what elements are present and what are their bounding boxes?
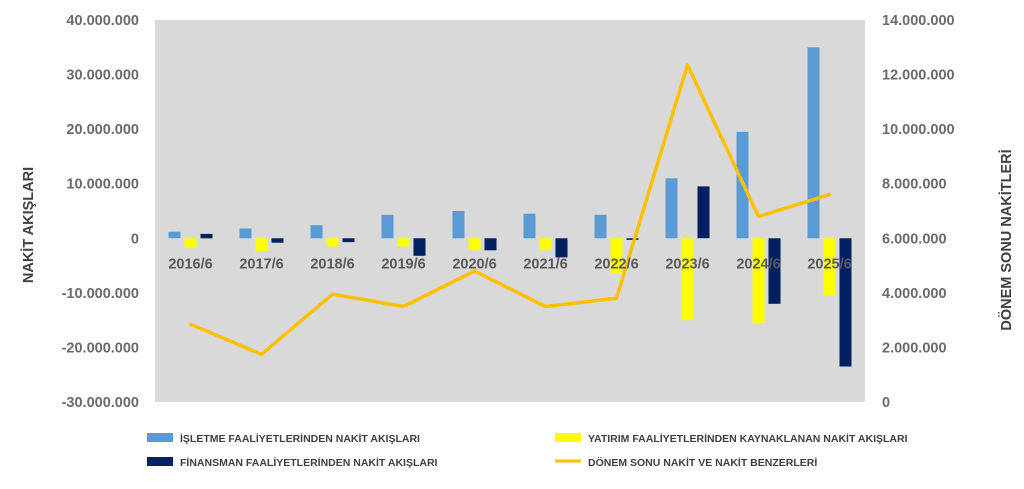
bar-operating-2019-6: [381, 214, 394, 239]
category-label-2018-6: 2018/6: [310, 256, 354, 272]
bar-investing-2025-6: [823, 238, 836, 296]
bar-investing-2018-6: [326, 238, 339, 247]
legend-swatch-financing: [147, 457, 173, 466]
legend-swatch-investing: [555, 433, 581, 442]
bar-investing-2023-6: [681, 238, 694, 321]
bar-operating-2020-6: [452, 211, 465, 239]
bar-financing-2022-6: [626, 238, 639, 240]
bar-investing-2024-6: [752, 238, 765, 323]
bar-financing-2019-6: [413, 238, 426, 256]
bar-operating-2025-6: [807, 47, 820, 239]
bar-financing-2024-6: [768, 238, 781, 304]
bar-operating-2018-6: [310, 225, 323, 239]
bar-financing-2025-6: [839, 238, 852, 367]
category-label-2022-6: 2022/6: [594, 256, 638, 272]
bar-investing-2016-6: [184, 238, 197, 249]
bar-financing-2017-6: [271, 238, 284, 243]
category-label-2016-6: 2016/6: [168, 256, 212, 272]
right-tick-label: 4.000.000: [882, 286, 947, 302]
left-tick-label: -30.000.000: [62, 395, 139, 411]
right-tick-label: 6.000.000: [882, 231, 947, 247]
bar-operating-2022-6: [594, 214, 607, 239]
category-label-2021-6: 2021/6: [523, 256, 567, 272]
left-tick-label: 30.000.000: [66, 68, 139, 84]
left-tick-label: 40.000.000: [66, 13, 139, 29]
right-tick-label: 10.000.000: [882, 122, 955, 138]
point-period-end-2023-6: [686, 63, 689, 67]
point-period-end-2022-6: [615, 296, 618, 300]
left-tick-label: 10.000.000: [66, 177, 139, 193]
point-period-end-2021-6: [544, 305, 547, 308]
left-tick-label: -10.000.000: [62, 286, 139, 302]
plot-area: [155, 20, 865, 402]
right-tick-label: 8.000.000: [882, 177, 947, 193]
category-label-2025-6: 2025/6: [807, 256, 851, 272]
left-axis-title: NAKİT AKIŞLARI: [20, 167, 37, 283]
point-period-end-2017-6: [260, 352, 263, 356]
bar-investing-2019-6: [397, 238, 410, 247]
point-period-end-2018-6: [331, 292, 334, 296]
legend-label-financing: FİNANSMAN FAALİYETLERİNDEN NAKİT AKIŞLAR…: [180, 456, 438, 469]
left-axis-ticks: 40.000.000 30.000.000 20.000.000 10.000.000…: [62, 13, 139, 411]
point-period-end-2025-6: [828, 193, 831, 197]
line-period-end-cash: [188, 63, 832, 357]
left-tick-label: 0: [131, 231, 139, 247]
legend-label-investing: YATIRIM FAALİYETLERİNDEN KAYNAKLANAN NAK…: [588, 432, 908, 445]
bar-financing-2018-6: [342, 238, 355, 243]
legend: İŞLETME FAALİYETLERİNDEN NAKİT AKIŞLARI …: [147, 432, 908, 469]
right-axis-ticks: 14.000.000 12.000.000 10.000.000 8.000.000 6…: [882, 13, 955, 411]
bar-financing-2021-6: [555, 238, 568, 258]
right-tick-label: 2.000.000: [882, 340, 947, 356]
category-label-2020-6: 2020/6: [452, 256, 496, 272]
bar-investing-2020-6: [468, 238, 481, 251]
left-tick-label: -20.000.000: [62, 340, 139, 356]
legend-label-operating: İŞLETME FAALİYETLERİNDEN NAKİT AKIŞLARI: [180, 432, 420, 445]
bar-financing-2016-6: [200, 233, 213, 239]
bar-operating-2023-6: [665, 178, 678, 239]
bar-investing-2022-6: [610, 238, 623, 274]
left-tick-label: 20.000.000: [66, 122, 139, 138]
right-tick-label: 12.000.000: [882, 68, 955, 84]
category-label-2017-6: 2017/6: [239, 256, 283, 272]
bar-investing-2021-6: [539, 238, 552, 251]
right-tick-label: 0: [882, 395, 890, 411]
point-period-end-2024-6: [757, 215, 760, 218]
point-period-end-2019-6: [402, 305, 405, 308]
line-layer: [188, 63, 832, 357]
legend-swatch-operating: [147, 433, 173, 442]
bar-financing-2023-6: [697, 186, 710, 239]
bar-investing-2017-6: [255, 238, 268, 251]
bar-operating-2016-6: [168, 231, 181, 239]
right-tick-label: 14.000.000: [882, 13, 955, 29]
category-label-2024-6: 2024/6: [736, 256, 780, 272]
bar-operating-2021-6: [523, 213, 536, 239]
bar-operating-2017-6: [239, 228, 252, 239]
point-period-end-2016-6: [189, 322, 192, 326]
legend-label-period-end: DÖNEM SONU NAKİT VE NAKİT BENZERLERİ: [588, 456, 817, 469]
category-labels: 2016/6 2017/6 2018/6 2019/6 2020/6 2021/6 2022…: [168, 256, 851, 272]
category-label-2023-6: 2023/6: [665, 256, 709, 272]
point-period-end-2020-6: [473, 269, 476, 273]
category-label-2019-6: 2019/6: [381, 256, 425, 272]
right-axis-title: DÖNEM SONU NAKİTLERİ: [998, 149, 1015, 330]
bar-financing-2020-6: [484, 238, 497, 251]
